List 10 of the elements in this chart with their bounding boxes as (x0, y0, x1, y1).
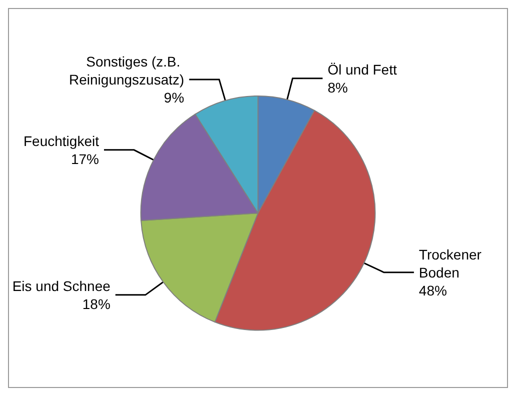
data-label: 48% (418, 282, 447, 298)
slice-label: Sonstiges (z.B. Reinigungszusatz) (69, 53, 184, 88)
slice-label: Öl und Fett (328, 61, 397, 78)
data-label: 8% (328, 79, 348, 96)
data-label: 9% (164, 89, 184, 106)
slice-label: Trockener Boden (418, 246, 486, 280)
slice-label: Feuchtigkeit (24, 132, 100, 149)
slice-label: Eis und Schnee (12, 278, 111, 294)
data-label: 17% (70, 150, 99, 167)
data-label: 18% (82, 296, 110, 312)
